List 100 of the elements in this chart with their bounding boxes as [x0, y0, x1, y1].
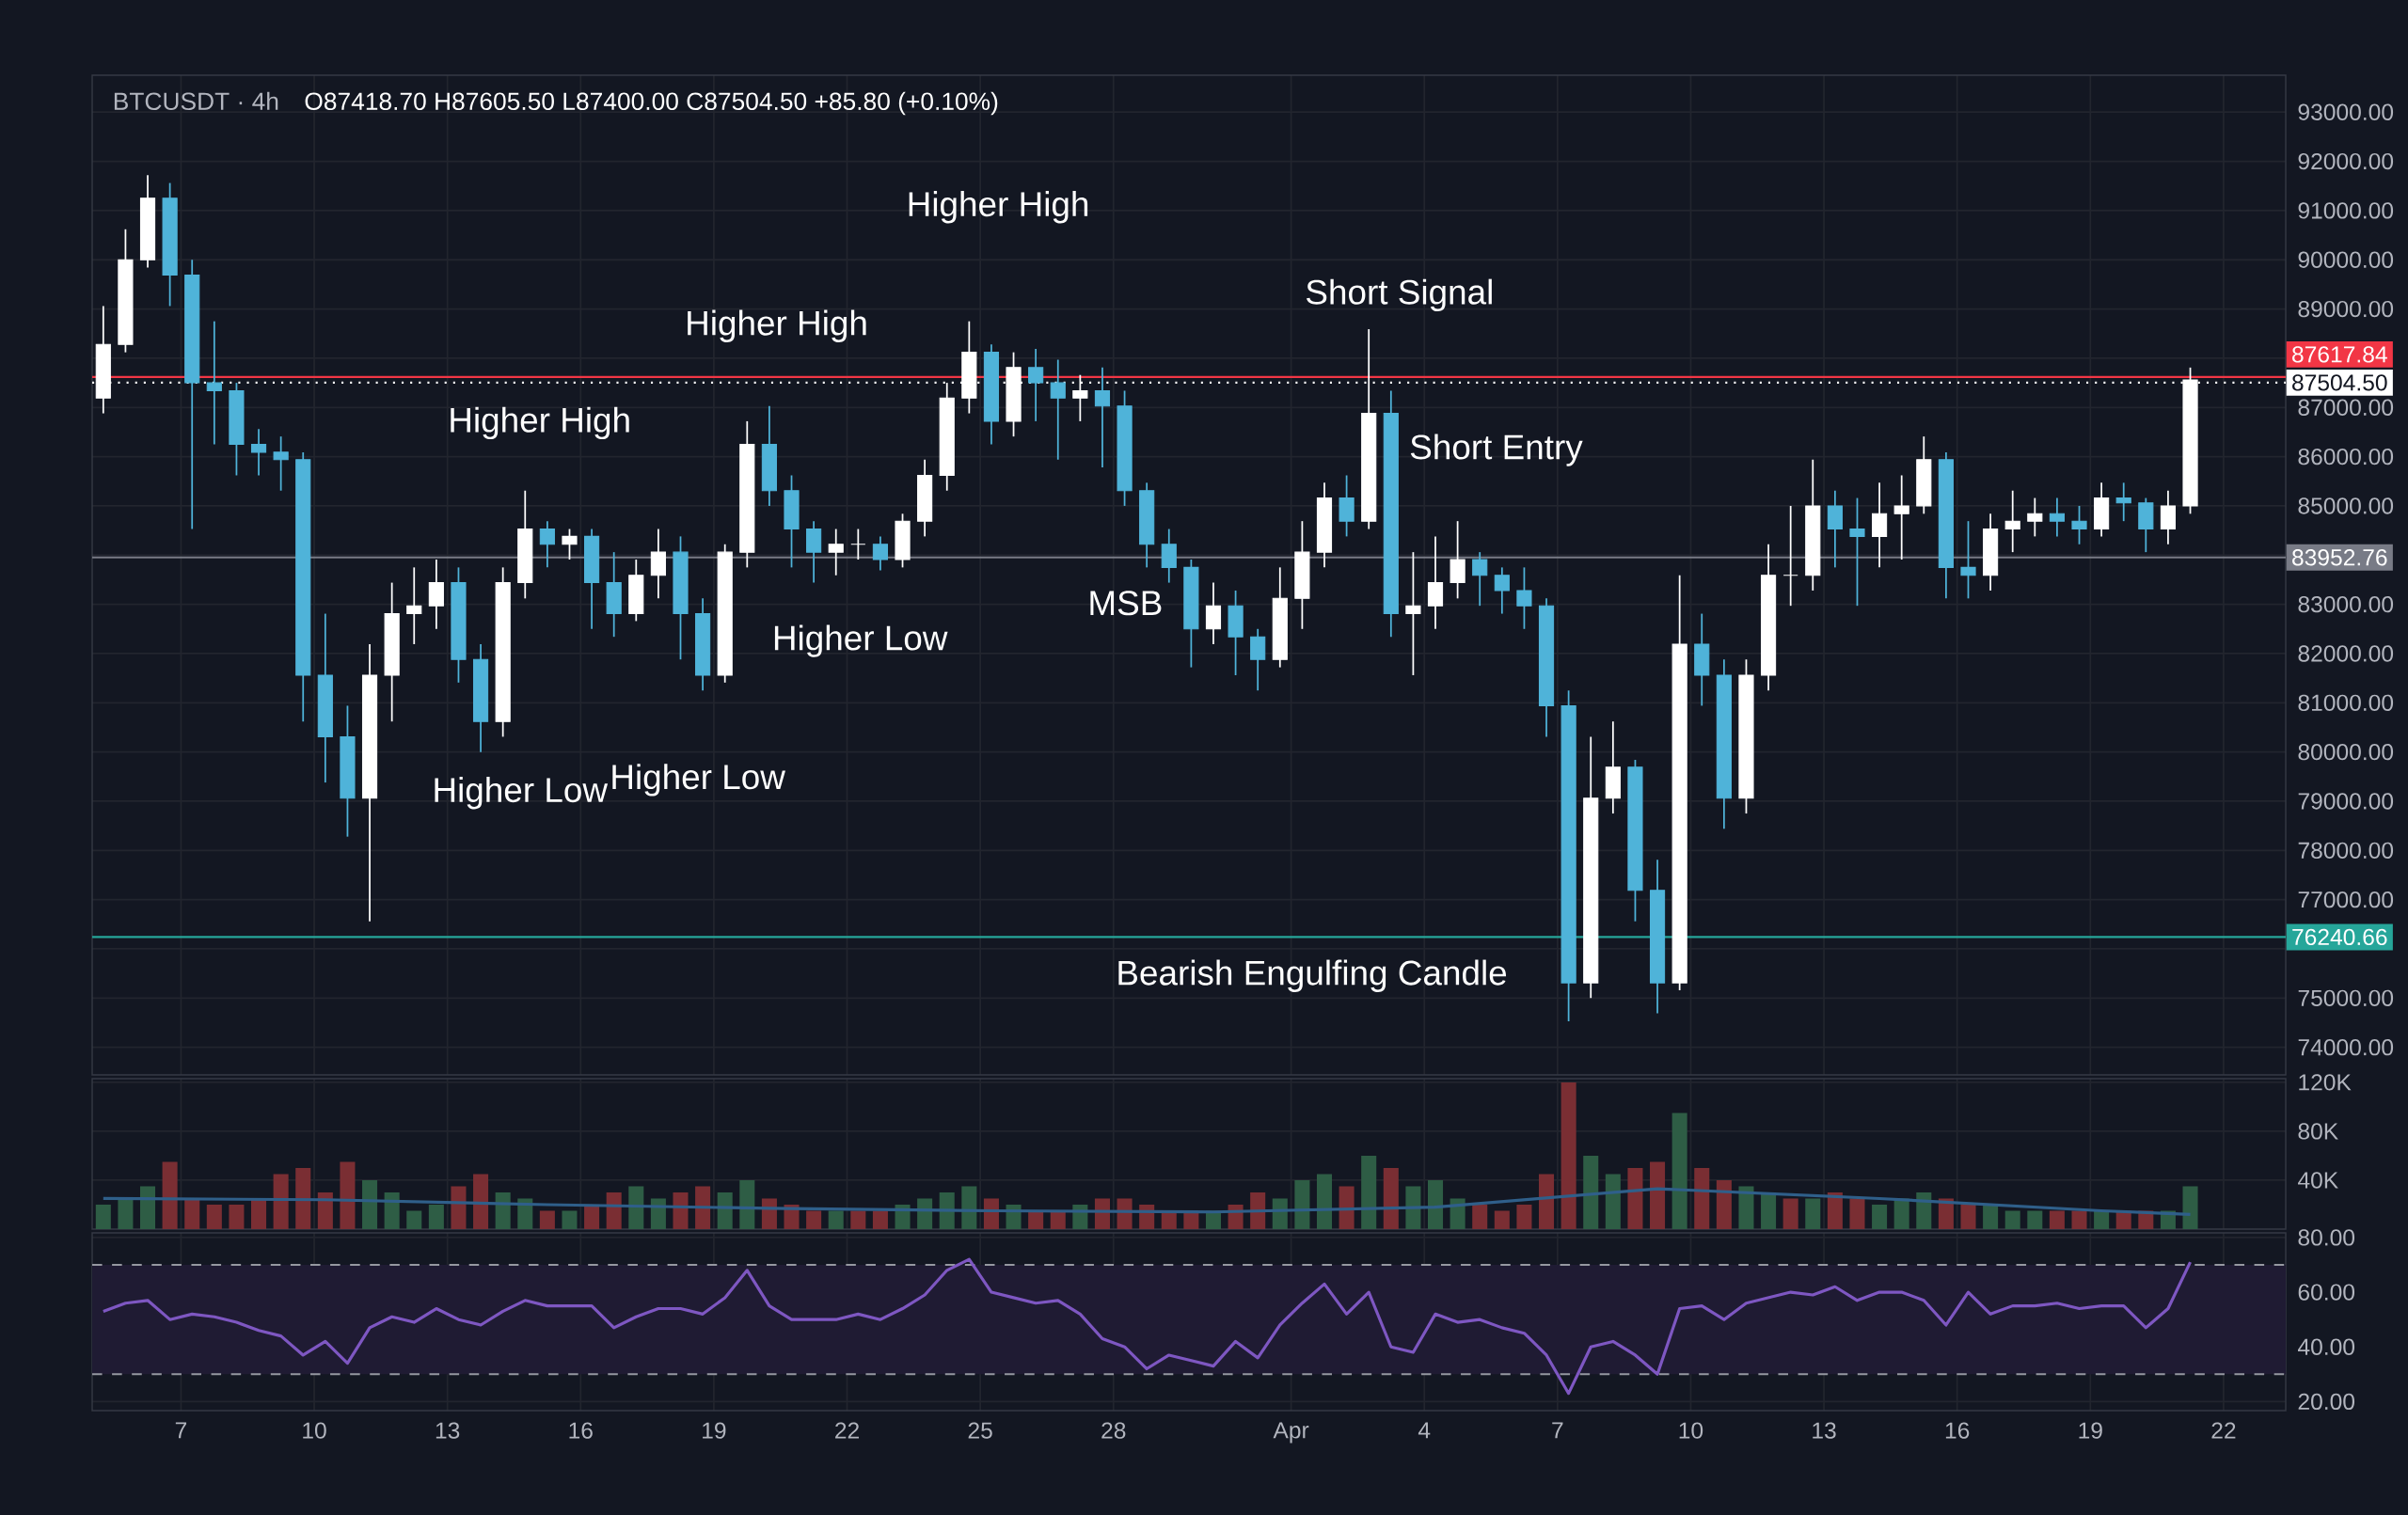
bar: [206, 1204, 222, 1229]
y-tick-label: 60.00: [2298, 1284, 2355, 1301]
y-tick-label: 93000.00: [2298, 103, 2394, 120]
x-tick-label: 13: [1813, 1422, 1836, 1439]
candlestick: [1094, 366, 1111, 468]
y-tick-label: 90000.00: [2298, 251, 2394, 268]
candlestick: [2071, 505, 2087, 545]
bar: [1872, 1204, 1888, 1229]
candlestick: [2049, 497, 2065, 538]
bar: [118, 1198, 134, 1229]
bar: [1383, 1167, 1399, 1229]
y-tick-label: 80000.00: [2298, 743, 2394, 761]
bar: [1450, 1198, 1465, 1229]
bar: [1938, 1198, 1954, 1229]
candlestick: [2115, 481, 2131, 523]
annotation: Higher Low: [435, 777, 609, 810]
candlestick: [872, 535, 889, 572]
x-tick-label: Apr: [1273, 1422, 1309, 1444]
bar: [1916, 1191, 1932, 1229]
bar: [139, 1186, 156, 1229]
candlestick: [1516, 566, 1532, 630]
bar: [1716, 1179, 1732, 1229]
bar: [2071, 1210, 2087, 1229]
y-tick-label: 77000.00: [2298, 891, 2394, 908]
bar: [451, 1186, 467, 1229]
annotation: MSB: [1090, 591, 1162, 616]
ref-line-label: 83952.76: [2292, 549, 2387, 566]
x-tick-label: 10: [303, 1422, 326, 1439]
bar: [1361, 1155, 1377, 1229]
candlestick: [2004, 489, 2020, 554]
y-tick-label: 81000.00: [2298, 694, 2394, 711]
x-tick-label: 16: [569, 1422, 593, 1439]
annotation: Short Entry: [1410, 434, 1583, 466]
bar: [961, 1186, 977, 1229]
bar: [406, 1210, 422, 1229]
bar: [2094, 1210, 2110, 1229]
candlestick: [206, 320, 222, 446]
candlestick: [1893, 474, 1909, 560]
bar: [739, 1179, 755, 1229]
bar: [1983, 1204, 1999, 1229]
bar: [917, 1198, 933, 1229]
bar: [806, 1210, 822, 1229]
y-tick-label: 75000.00: [2298, 989, 2394, 1007]
x-tick-label: 28: [1101, 1422, 1126, 1439]
bar: [1893, 1198, 1909, 1229]
bar: [606, 1191, 622, 1229]
y-tick-label: 91000.00: [2298, 202, 2394, 219]
bar: [1405, 1186, 1421, 1229]
annotation: Higher High: [451, 406, 629, 440]
y-tick-label: 83000.00: [2298, 595, 2394, 613]
y-tick-label: 86000.00: [2298, 448, 2394, 466]
bar: [761, 1198, 777, 1229]
bar: [1472, 1204, 1488, 1229]
bar: [562, 1210, 578, 1229]
candlestick: [562, 528, 578, 560]
bar: [495, 1191, 511, 1229]
candlestick: [1472, 551, 1488, 608]
candlestick: [1849, 497, 1865, 608]
bar: [1650, 1161, 1666, 1229]
bar: [717, 1191, 733, 1229]
bar: [273, 1174, 289, 1229]
bar: [1272, 1198, 1288, 1229]
bar: [850, 1210, 866, 1229]
y-tick-label: 87000.00: [2298, 399, 2394, 416]
bar: [1516, 1204, 1532, 1229]
y-tick-label: 120K: [2299, 1074, 2352, 1091]
bar: [539, 1210, 555, 1229]
candlestick: [1494, 566, 1510, 615]
bar: [1627, 1167, 1643, 1229]
bar: [1316, 1174, 1333, 1229]
bar: [517, 1198, 533, 1229]
x-tick-label: 16: [1945, 1422, 1970, 1439]
bar: [1849, 1198, 1865, 1229]
candlestick: [1405, 551, 1421, 676]
bar: [628, 1186, 644, 1229]
bar: [317, 1191, 333, 1229]
x-tick-label: 7: [1552, 1422, 1563, 1439]
y-tick-label: 80K: [2298, 1123, 2338, 1140]
y-tick-label: 80.00: [2298, 1229, 2355, 1246]
x-tick-label: 22: [835, 1422, 859, 1439]
bar: [1294, 1179, 1310, 1229]
ref-line-label: 76240.66: [2292, 928, 2387, 946]
bar: [340, 1161, 356, 1229]
bar: [1605, 1174, 1621, 1229]
y-tick-label: 79000.00: [2298, 793, 2394, 810]
y-tick-label: 85000.00: [2298, 497, 2394, 514]
candlestick: [1960, 520, 1976, 600]
y-tick-label: 82000.00: [2298, 645, 2394, 662]
bar: [1560, 1081, 1576, 1229]
bar: [1094, 1198, 1110, 1229]
bar: [295, 1167, 311, 1229]
annotation: Bearish Engulfing Candle: [1118, 959, 1507, 992]
bar: [695, 1186, 711, 1229]
bar: [1805, 1198, 1821, 1229]
bar: [1694, 1167, 1710, 1229]
x-tick-label: 19: [703, 1422, 726, 1439]
candlestick: [273, 435, 289, 492]
bar: [2004, 1210, 2020, 1229]
y-tick-label: 40K: [2297, 1172, 2338, 1189]
bar: [1494, 1210, 1510, 1229]
